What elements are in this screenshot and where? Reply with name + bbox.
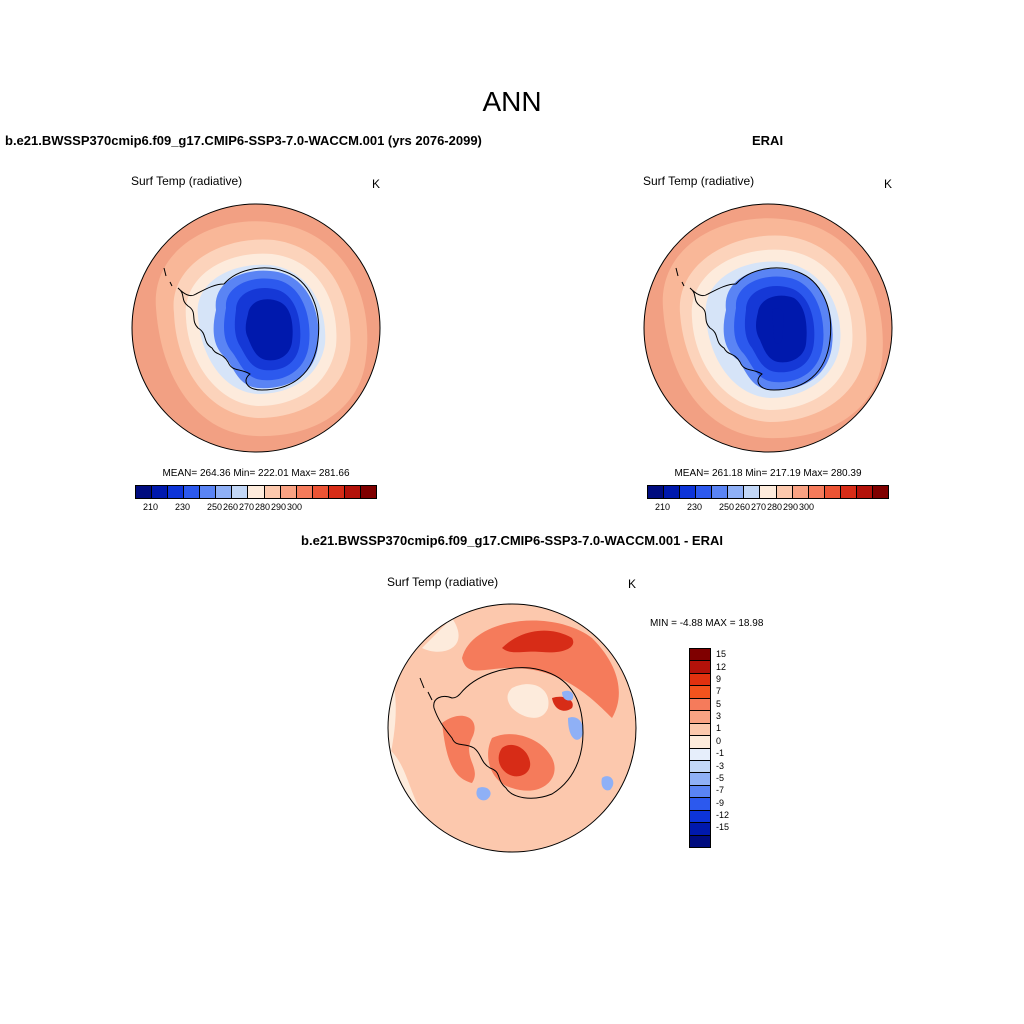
- obs-variable-label: Surf Temp (radiative): [643, 174, 755, 188]
- obs-colorbar-swatch: [824, 486, 841, 498]
- diff-colorbar-swatch: [690, 661, 710, 674]
- model-polar-map: [131, 203, 381, 453]
- diff-colorbar-tick-label: -3: [716, 760, 725, 771]
- diff-colorbar-swatch: [690, 736, 710, 749]
- diff-colorbar-swatch: [690, 823, 710, 836]
- model-colorbar-tick-label: 290: [271, 502, 287, 512]
- model-colorbar-swatch: [344, 486, 361, 498]
- obs-colorbar-tick-label: 230: [687, 502, 703, 512]
- model-units-label: K: [372, 177, 381, 191]
- model-colorbar-swatch: [312, 486, 329, 498]
- diff-colorbar-tick-label: 9: [716, 673, 722, 684]
- diff-colorbar-tick-label: 7: [716, 686, 722, 697]
- model-colorbar-swatch: [232, 486, 249, 498]
- model-colorbar-tick-label: 230: [175, 502, 191, 512]
- obs-colorbar-swatch: [728, 486, 745, 498]
- diff-colorbar-swatch: [690, 810, 710, 824]
- obs-colorbar-tick-label: 210: [655, 502, 671, 512]
- diff-colorbar-tick-label: 3: [716, 711, 722, 722]
- obs-colorbar-tick-label: 280: [767, 502, 783, 512]
- model-colorbar-swatch: [328, 486, 345, 498]
- obs-colorbar-swatch: [696, 486, 713, 498]
- model-colorbar-swatch: [168, 486, 185, 498]
- diff-colorbar-swatch: [690, 711, 710, 724]
- diff-colorbar-swatch: [690, 835, 710, 847]
- obs-colorbar-tick-label: 300: [799, 502, 815, 512]
- obs-colorbar-swatch: [744, 486, 761, 498]
- diff-colorbar-tick-label: -1: [716, 748, 725, 759]
- model-colorbar-tick-label: 260: [223, 502, 239, 512]
- obs-colorbar-swatch: [680, 486, 697, 498]
- model-colorbar-swatch: [248, 486, 265, 498]
- obs-colorbar-tick-label: 290: [783, 502, 799, 512]
- diff-colorbar-tick-label: -5: [716, 772, 725, 783]
- obs-colorbar-tick-label: 270: [751, 502, 767, 512]
- diff-colorbar-tick-label: 1: [716, 723, 722, 734]
- obs-colorbar-swatch: [840, 486, 857, 498]
- diff-colorbar-swatch: [690, 686, 710, 699]
- diff-colorbar-tick-label: -12: [716, 810, 730, 821]
- diff-colorbar-swatch: [690, 798, 710, 811]
- obs-colorbar-swatch: [712, 486, 729, 498]
- diff-colorbar-tick-label: 15: [716, 649, 727, 660]
- obs-colorbar-swatch: [664, 486, 681, 498]
- diff-colorbar: [689, 648, 711, 848]
- diff-colorbar-tick-label: 12: [716, 661, 727, 672]
- diff-colorbar-swatch: [690, 748, 710, 761]
- diff-colorbar-swatch: [690, 723, 710, 737]
- obs-colorbar-swatch: [808, 486, 825, 498]
- diff-panel-title: b.e21.BWSSP370cmip6.f09_g17.CMIP6-SSP3-7…: [301, 533, 723, 548]
- obs-colorbar-swatch: [648, 486, 665, 498]
- obs-colorbar: [647, 485, 889, 499]
- model-panel-title: b.e21.BWSSP370cmip6.f09_g17.CMIP6-SSP3-7…: [5, 133, 482, 148]
- obs-colorbar-tick-label: 260: [735, 502, 751, 512]
- model-colorbar-swatch: [264, 486, 281, 498]
- diff-colorbar-swatch: [690, 785, 710, 799]
- obs-colorbar-swatch: [856, 486, 873, 498]
- diff-colorbar-tick-label: 5: [716, 698, 722, 709]
- model-colorbar-swatch: [360, 486, 376, 498]
- model-stats: MEAN= 264.36 Min= 222.01 Max= 281.66: [162, 468, 350, 479]
- diff-colorbar-tick-label: 0: [716, 735, 722, 746]
- obs-colorbar-swatch: [776, 486, 793, 498]
- model-colorbar-tick-label: 300: [287, 502, 303, 512]
- model-colorbar-swatch: [280, 486, 297, 498]
- model-colorbar-tick-label: 270: [239, 502, 255, 512]
- obs-colorbar-tick-label: 250: [719, 502, 735, 512]
- figure-title: ANN: [482, 86, 542, 117]
- model-colorbar-tick-label: 280: [255, 502, 271, 512]
- diff-colorbar-tick-label: -7: [716, 785, 725, 796]
- diff-colorbar-swatch: [690, 698, 710, 712]
- model-colorbar-tick-label: 250: [207, 502, 223, 512]
- diff-units-label: K: [628, 577, 637, 591]
- diff-colorbar-swatch: [690, 673, 710, 687]
- obs-panel-title: ERAI: [752, 133, 784, 148]
- model-colorbar-swatch: [184, 486, 201, 498]
- diff-polar-map: [387, 603, 637, 853]
- obs-colorbar-swatch: [792, 486, 809, 498]
- diff-variable-label: Surf Temp (radiative): [387, 575, 499, 589]
- model-variable-label: Surf Temp (radiative): [131, 174, 243, 188]
- diff-colorbar-tick-label: -15: [716, 822, 730, 833]
- diff-colorbar-swatch: [690, 760, 710, 774]
- diff-colorbar-swatch: [690, 773, 710, 786]
- obs-polar-map: [643, 203, 893, 453]
- diff-stats: MIN = -4.88 MAX = 18.98: [650, 618, 764, 629]
- model-colorbar-swatch: [136, 486, 153, 498]
- obs-units-label: K: [884, 177, 893, 191]
- model-colorbar-swatch: [200, 486, 217, 498]
- model-colorbar-tick-label: 210: [143, 502, 159, 512]
- diff-colorbar-swatch: [690, 649, 710, 662]
- diff-colorbar-tick-label: -9: [716, 797, 725, 808]
- model-colorbar-swatch: [296, 486, 313, 498]
- obs-colorbar-swatch: [760, 486, 777, 498]
- model-colorbar-swatch: [216, 486, 233, 498]
- obs-colorbar-swatch: [872, 486, 888, 498]
- model-colorbar-swatch: [152, 486, 169, 498]
- obs-stats: MEAN= 261.18 Min= 217.19 Max= 280.39: [674, 468, 862, 479]
- model-colorbar: [135, 485, 377, 499]
